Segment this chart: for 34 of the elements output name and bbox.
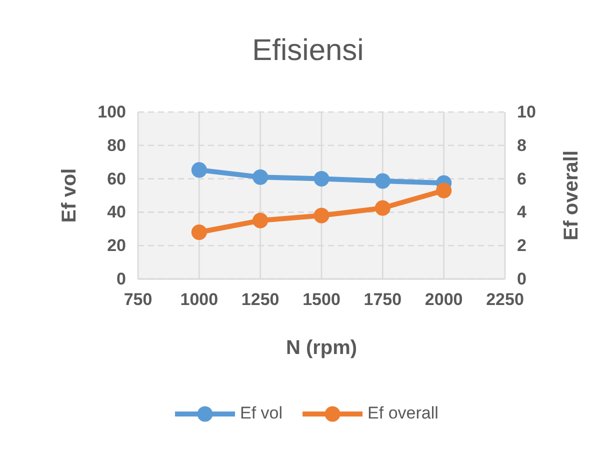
point (252, 169, 268, 185)
point (191, 224, 207, 240)
y-tick-label: 60 (107, 169, 126, 188)
x-tick-label: 1000 (180, 290, 218, 310)
y-tick-label: 40 (107, 202, 126, 222)
x-tick-label: 1250 (241, 290, 280, 310)
point (252, 212, 268, 228)
y2-tick-label: 2 (517, 236, 526, 256)
legend-label: Ef overall (368, 403, 438, 422)
x-tick-label: 2000 (424, 290, 463, 310)
point (191, 162, 207, 178)
y-tick-label: 20 (107, 236, 126, 256)
chart-title: Efisiensi (252, 34, 364, 67)
x-tick-label: 2250 (486, 290, 524, 310)
x-tick-label: 1500 (302, 290, 340, 310)
point (374, 200, 390, 216)
point (436, 182, 452, 198)
y2-tick-label: 8 (517, 136, 526, 155)
y-tick-label: 80 (107, 136, 126, 155)
y-axis-title: Ef vol (58, 168, 80, 223)
point (314, 208, 330, 224)
y2-tick-label: 0 (517, 269, 526, 288)
y-tick-label: 100 (98, 102, 126, 122)
y2-axis-title: Ef overall (560, 150, 582, 241)
point (314, 171, 330, 187)
y-tick-label: 0 (116, 269, 126, 288)
y2-tick-label: 10 (517, 102, 536, 122)
y2-tick-label: 6 (517, 169, 526, 188)
x-tick-label: 1750 (364, 290, 402, 310)
x-tick-label: 750 (124, 290, 152, 310)
x-axis-title: N (rpm) (286, 337, 358, 359)
y2-tick-label: 4 (517, 202, 527, 222)
legend-label: Ef vol (240, 403, 283, 422)
point (374, 173, 390, 189)
